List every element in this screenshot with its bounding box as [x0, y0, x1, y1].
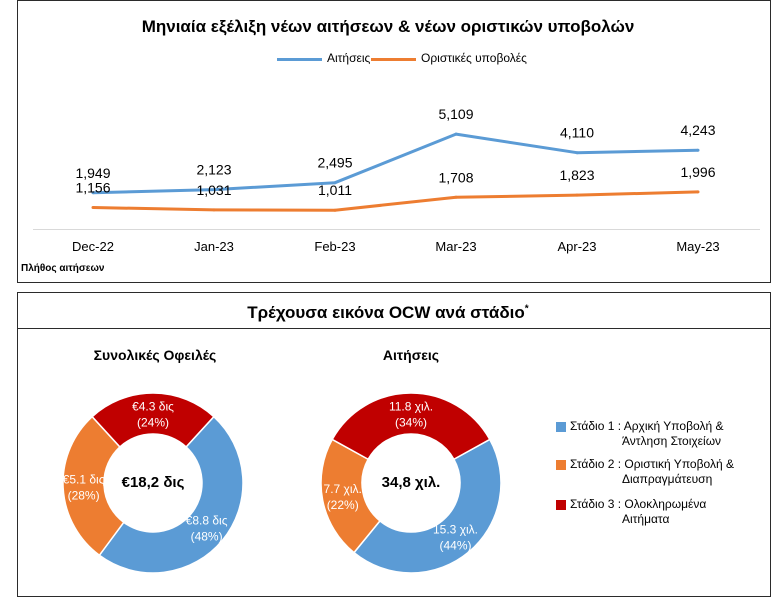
- donut-left-percent-label: (24%): [137, 416, 169, 430]
- donut-left-center-label: €18,2 δις: [121, 474, 185, 491]
- data-label: 1,949: [75, 165, 110, 181]
- data-label: 1,156: [75, 180, 110, 196]
- line-chart-svg: Dec-22 Jan-23 Feb-23 Mar-23 Apr-23 May-23 1,94…: [33, 106, 760, 254]
- legend-label-stage-2-line-1: Στάδιο 2 : Οριστική Υποβολή &: [570, 457, 734, 471]
- data-point: [333, 208, 337, 212]
- donut-right-value-label: 7.7 χιλ.: [324, 482, 362, 496]
- donut-section-title: Τρέχουσα εικόνα OCW ανά στάδιο*: [0, 303, 776, 323]
- donut-section-title-text: Τρέχουσα εικόνα OCW ανά στάδιο: [247, 303, 525, 322]
- data-point: [91, 191, 95, 195]
- data-label: 4,110: [560, 125, 594, 141]
- stage-legend-2: Στάδιο 2 : Οριστική Υποβολή & Διαπραγμάτε…: [556, 457, 734, 487]
- stage-legend-3: Στάδιο 3 : Ολοκληρωμένα Αιτήματα: [556, 497, 706, 527]
- data-label: 2,123: [196, 162, 231, 178]
- data-point: [91, 206, 95, 209]
- x-tick-label: Mar-23: [435, 239, 476, 254]
- donut-left-slice-stage-2: [62, 415, 125, 557]
- donut-left-value-label: €5.1 δις: [63, 473, 105, 487]
- data-label: 1,823: [559, 167, 594, 183]
- x-tick-label: May-23: [676, 239, 719, 254]
- legend-label-stage-1-line-1: Στάδιο 1 : Αρχική Υποβολή &: [570, 419, 724, 433]
- x-tick-label: Dec-22: [72, 239, 114, 254]
- data-point: [696, 190, 700, 194]
- data-label: 4,243: [680, 122, 715, 138]
- legend-label-stage-2-line-2: Διαπραγμάτευση: [622, 472, 713, 486]
- legend-line-applications: [277, 58, 322, 61]
- series-line-2: [92, 190, 699, 212]
- donut-left-percent-label: (48%): [191, 529, 223, 543]
- data-label: 1,011: [318, 182, 352, 198]
- line-chart-panel: [17, 0, 771, 283]
- legend-label-stage-3-line-2: Αιτήματα: [622, 512, 670, 526]
- donut-left-value-label: €8.8 δις: [186, 513, 228, 527]
- data-label: 1,031: [196, 182, 231, 198]
- data-label: 1,708: [438, 169, 473, 185]
- legend-swatch-stage-3: [556, 500, 566, 510]
- legend-label-stage-3-line-1: Στάδιο 3 : Ολοκληρωμένα: [570, 497, 707, 511]
- donut-right-slice-stage-3: [331, 392, 491, 461]
- x-tick-label: Apr-23: [557, 239, 596, 254]
- donut-right-percent-label: (34%): [395, 416, 427, 430]
- donut-left-percent-label: (28%): [68, 489, 100, 503]
- legend-swatch-stage-1: [556, 422, 566, 432]
- data-point: [212, 188, 216, 192]
- donut-right-title: Αιτήσεις: [382, 347, 440, 363]
- legend-swatch-stage-2: [556, 460, 566, 470]
- data-point: [454, 195, 458, 199]
- x-tick-label: Jan-23: [194, 239, 234, 254]
- data-label: 5,109: [438, 106, 473, 122]
- legend-line-submissions: [371, 58, 416, 61]
- data-point: [212, 208, 216, 212]
- donut-left-value-label: €4.3 δις: [132, 400, 174, 414]
- donut-right-center-label: 34,8 χιλ.: [381, 474, 441, 491]
- data-point: [575, 193, 579, 197]
- legend-label-stage-1-line-2: Άντληση Στοιχείων: [622, 434, 722, 448]
- donut-right-slice-stage-1: [352, 438, 502, 574]
- donut-left-slice-stage-3: [91, 392, 215, 448]
- footnote-mark: *: [524, 303, 529, 315]
- line-chart-title: Μηνιαία εξέλιξη νέων αιτήσεων & νέων ορι…: [141, 17, 635, 36]
- donut-left-title: Συνολικές Οφειλές: [93, 347, 217, 363]
- stage-legend-1: Στάδιο 1 : Αρχική Υποβολή & Άντληση Στοιχ…: [556, 419, 723, 449]
- data-point: [454, 132, 458, 136]
- data-label: 2,495: [317, 155, 352, 171]
- legend-label-applications: Αιτήσεις: [327, 51, 371, 65]
- donut-left-slice-stage-1: [98, 415, 244, 574]
- x-tick-label: Feb-23: [314, 239, 355, 254]
- data-point: [333, 181, 337, 185]
- donut-right-value-label: 15.3 χιλ.: [433, 522, 478, 536]
- legend-label-submissions: Οριστικές υποβολές: [421, 51, 527, 65]
- donut-right-percent-label: (22%): [327, 498, 359, 512]
- y-axis-title: Πλήθος αιτήσεων: [21, 263, 105, 274]
- donut-right-percent-label: (44%): [439, 538, 471, 552]
- data-label: 1,996: [680, 164, 715, 180]
- data-point: [575, 151, 579, 155]
- data-point: [696, 148, 700, 152]
- series-line-1: [92, 132, 699, 195]
- header-divider: [18, 328, 770, 329]
- donut-right-value-label: 11.8 χιλ.: [389, 400, 433, 414]
